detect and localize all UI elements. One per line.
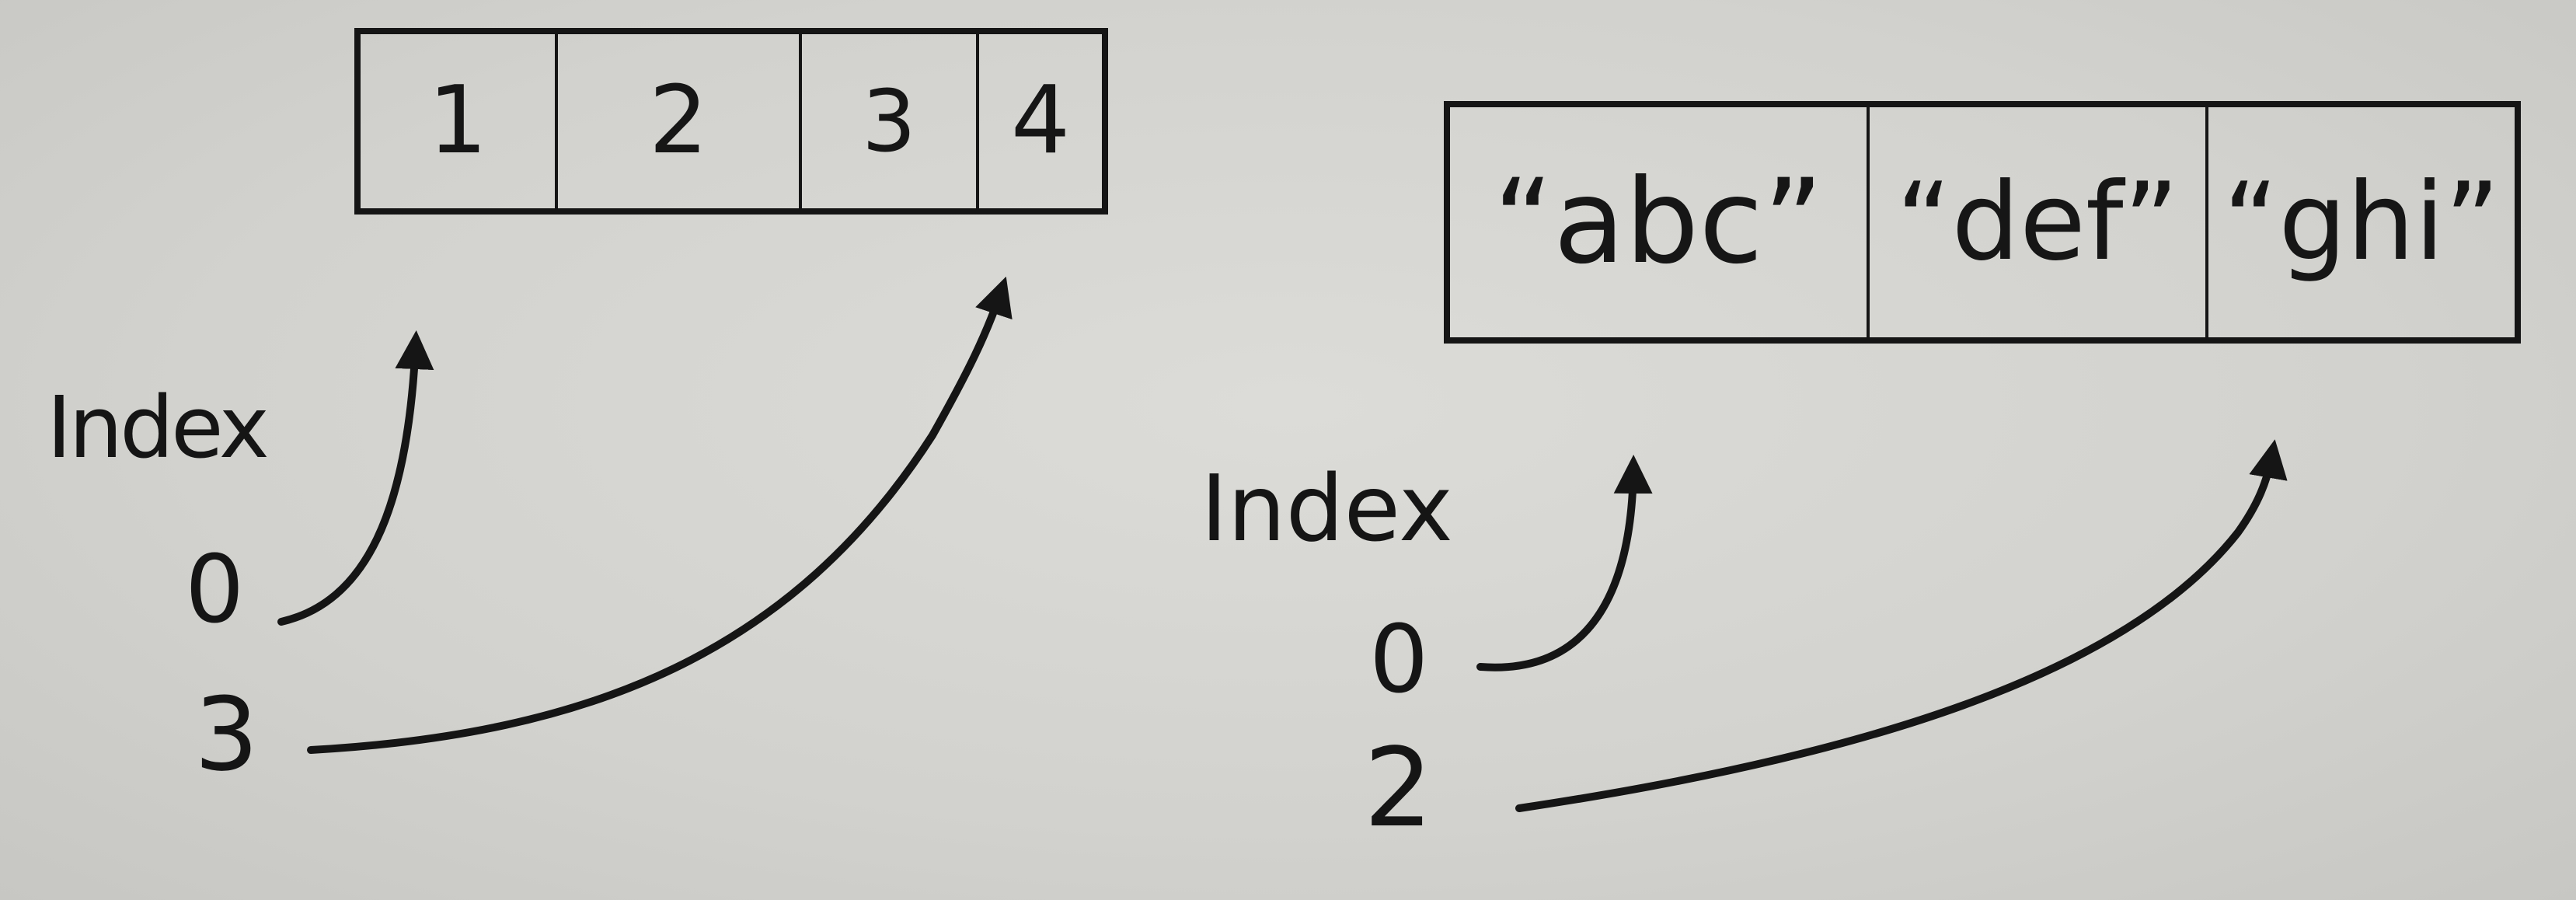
left-array-cell: 2 (555, 28, 802, 215)
left-array-cell: 1 (354, 28, 558, 215)
right-array-cell-value: “def” (1895, 159, 2180, 284)
right-index-value-2: 2 (1364, 725, 1434, 852)
right-index-label: Index (1201, 455, 1453, 562)
left-index-value-3: 3 (194, 675, 259, 794)
right-index-value-0: 0 (1369, 606, 1429, 714)
arrow-index-0-to-right-cell-abc (1476, 455, 1653, 672)
left-array-cell: 3 (799, 28, 979, 215)
right-array-cell-value: “abc” (1493, 155, 1824, 290)
right-array-cell: “def” (1867, 101, 2208, 344)
arrow-index-0-to-left-cell-1 (277, 330, 434, 626)
left-array-cell-value: 1 (427, 67, 488, 175)
left-array-cell-value: 2 (648, 67, 709, 175)
left-index-value-0: 0 (185, 536, 245, 644)
right-array-cell-value: “ghi” (2222, 159, 2501, 284)
arrow-index-3-to-left-cell-4 (307, 276, 1013, 754)
left-array-cell: 4 (976, 28, 1108, 215)
right-array-cell: “ghi” (2205, 101, 2521, 344)
left-array-cell-value: 3 (862, 72, 916, 171)
left-index-label: Index (47, 378, 270, 477)
left-array-cell-value: 4 (1010, 67, 1071, 175)
arrow-index-2-to-right-cell-ghi (1515, 439, 2288, 812)
right-array-cell: “abc” (1444, 101, 1870, 344)
